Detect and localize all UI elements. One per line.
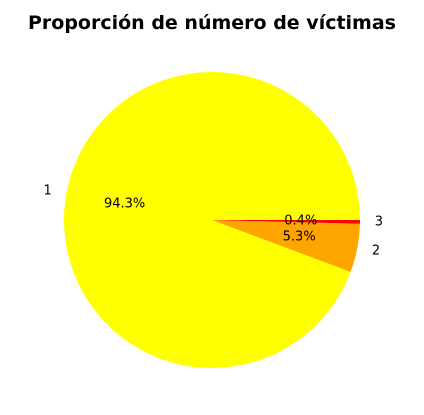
slice-label-1: 1 [44,184,52,199]
pie-labels: 1 94.3% 2 5.3% 3 0.4% [44,184,384,259]
pie-slice-3 [212,220,360,224]
pie-slices [64,72,361,369]
pie-slice-2 [212,220,360,272]
percent-label-2: 5.3% [283,229,316,244]
slice-label-2: 2 [372,244,380,259]
percent-label-3: 0.4% [284,214,317,229]
pie-slice-1 [64,72,361,369]
chart-title: Proporción de número de víctimas [28,12,396,34]
percent-label-1: 94.3% [104,197,145,212]
slice-label-3: 3 [375,215,383,230]
